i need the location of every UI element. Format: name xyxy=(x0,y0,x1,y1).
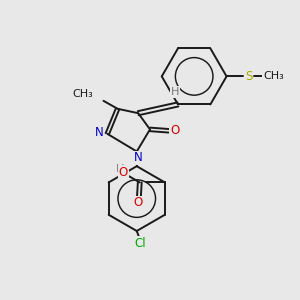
Text: O: O xyxy=(170,124,180,137)
Text: N: N xyxy=(134,152,142,164)
Text: Cl: Cl xyxy=(134,237,146,250)
Text: H: H xyxy=(116,164,124,174)
Text: N: N xyxy=(95,126,103,139)
Text: CH₃: CH₃ xyxy=(263,71,284,81)
Text: O: O xyxy=(119,166,128,178)
Text: S: S xyxy=(245,70,252,83)
Text: O: O xyxy=(134,196,143,209)
Text: H: H xyxy=(171,87,179,97)
Text: CH₃: CH₃ xyxy=(73,89,94,99)
